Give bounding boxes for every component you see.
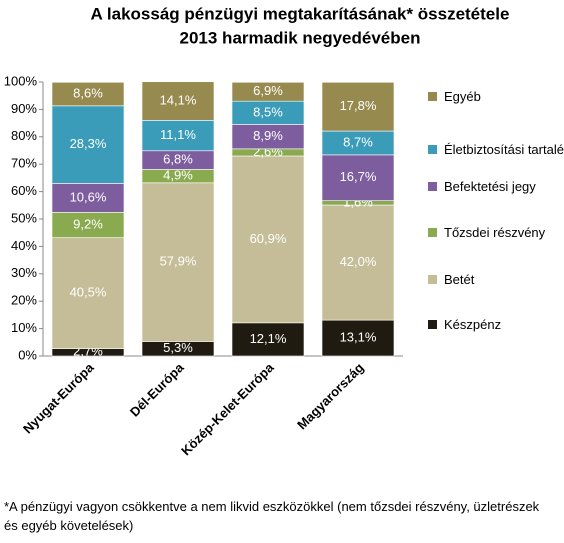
y-tick-label: 40% xyxy=(11,238,37,253)
x-tick-label: Közép-Kelet-Európa xyxy=(178,359,277,458)
bar-segment xyxy=(231,155,305,324)
value-label: 28,3% xyxy=(70,136,107,151)
bar-segment xyxy=(231,322,305,357)
y-tick-label: 20% xyxy=(11,293,37,308)
value-label: 40,5% xyxy=(70,285,107,300)
value-label: 42,0% xyxy=(340,254,377,269)
value-label: 8,9% xyxy=(253,128,283,143)
y-tick-label: 30% xyxy=(11,265,37,280)
value-label: 6,9% xyxy=(253,83,283,98)
value-label: 8,6% xyxy=(73,85,103,100)
value-label: 10,6% xyxy=(70,189,107,204)
bar-segment xyxy=(51,212,125,238)
legend-swatch xyxy=(428,228,437,237)
value-label: 11,1% xyxy=(160,127,196,142)
value-label: 13,1% xyxy=(340,329,377,344)
x-tick-label: Nyugat-Európa xyxy=(20,359,97,436)
bar-segment xyxy=(141,182,215,342)
bar-segment xyxy=(141,81,215,121)
bar-segment xyxy=(231,124,305,150)
legend-label: Befektetési jegy xyxy=(444,179,536,194)
value-label: 6,8% xyxy=(163,152,193,167)
value-label: 14,1% xyxy=(160,92,197,107)
value-label: 60,9% xyxy=(250,231,287,246)
bar-segment xyxy=(321,154,395,201)
bar-segment xyxy=(51,81,125,107)
legend-label: Tőzsdei részvény xyxy=(444,225,546,240)
value-label: 5,3% xyxy=(163,340,193,355)
value-label: 17,8% xyxy=(340,98,377,113)
bar-segment xyxy=(321,204,395,321)
value-label: 57,9% xyxy=(160,254,197,269)
x-tick-label: Dél-Európa xyxy=(127,359,187,419)
bar-segment xyxy=(321,81,395,132)
legend-swatch xyxy=(428,320,437,329)
chart-title: 2013 harmadik negyedévében xyxy=(180,28,421,47)
y-tick-label: 90% xyxy=(11,101,37,116)
legend-label: Betét xyxy=(444,272,475,287)
bar-segment xyxy=(51,183,125,213)
legend-swatch xyxy=(428,275,437,284)
legend-swatch xyxy=(428,92,437,101)
bar-segment xyxy=(51,105,125,184)
value-label: 12,1% xyxy=(250,331,287,346)
y-tick-label: 0% xyxy=(18,347,37,362)
value-label: 16,7% xyxy=(340,169,377,184)
x-tick-label: Magyarország xyxy=(294,360,366,432)
footnote: *A pénzügyi vagyon csökkentve a nem likv… xyxy=(4,499,540,533)
legend-label: Egyéb xyxy=(444,89,481,104)
value-label: 9,2% xyxy=(73,216,103,231)
legend-label: Életbiztosítási tartalék xyxy=(444,142,564,157)
chart-title: A lakosság pénzügyi megtakarításának* ös… xyxy=(91,4,510,23)
value-label: 8,5% xyxy=(253,104,283,119)
y-tick-label: 60% xyxy=(11,183,37,198)
y-tick-label: 10% xyxy=(11,320,37,335)
legend-label: Készpénz xyxy=(444,317,502,332)
legend-swatch xyxy=(428,182,437,191)
y-tick-label: 80% xyxy=(11,128,37,143)
y-tick-label: 100% xyxy=(4,73,38,88)
bar-segment xyxy=(51,237,125,349)
legend-swatch xyxy=(428,145,437,154)
y-tick-label: 70% xyxy=(11,156,37,171)
value-label: 4,9% xyxy=(163,168,193,183)
y-tick-label: 50% xyxy=(11,210,37,225)
bar-segment xyxy=(231,81,305,102)
value-label: 8,7% xyxy=(343,134,373,149)
